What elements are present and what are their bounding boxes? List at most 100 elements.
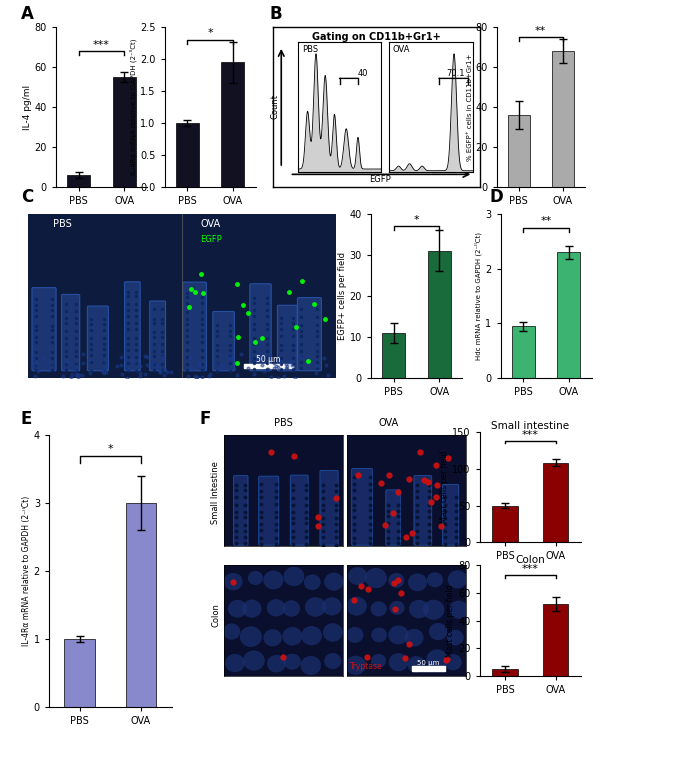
Circle shape: [324, 573, 343, 591]
Bar: [552, 50, 573, 187]
Text: Small Intestine: Small Intestine: [211, 461, 220, 524]
Text: 40: 40: [358, 69, 368, 78]
FancyBboxPatch shape: [442, 484, 458, 545]
Circle shape: [371, 602, 386, 616]
Circle shape: [349, 568, 367, 584]
Bar: [125, 503, 156, 707]
Circle shape: [427, 572, 442, 587]
Circle shape: [444, 655, 461, 670]
FancyBboxPatch shape: [213, 312, 234, 371]
Circle shape: [447, 630, 463, 645]
Circle shape: [346, 597, 367, 615]
Circle shape: [283, 627, 302, 646]
Circle shape: [223, 623, 240, 639]
Y-axis label: Mast cells per field: Mast cells per field: [447, 584, 455, 657]
Circle shape: [228, 600, 246, 617]
Text: PBS: PBS: [52, 219, 71, 229]
Circle shape: [240, 626, 262, 646]
FancyBboxPatch shape: [183, 282, 206, 371]
Bar: [428, 251, 451, 378]
Text: C: C: [21, 189, 34, 206]
Circle shape: [301, 656, 321, 675]
Circle shape: [225, 654, 244, 672]
Bar: [508, 115, 530, 187]
Circle shape: [346, 656, 365, 675]
FancyBboxPatch shape: [250, 283, 271, 371]
Bar: [543, 604, 568, 676]
FancyBboxPatch shape: [414, 476, 432, 545]
Circle shape: [389, 626, 408, 644]
Text: *: *: [207, 28, 213, 38]
FancyBboxPatch shape: [320, 471, 338, 545]
Bar: [67, 175, 90, 187]
FancyBboxPatch shape: [62, 294, 80, 371]
Text: 50 μm: 50 μm: [256, 354, 281, 364]
FancyBboxPatch shape: [88, 306, 108, 371]
Bar: [221, 62, 244, 187]
Y-axis label: Mast cells per field: Mast cells per field: [440, 451, 449, 523]
Circle shape: [325, 653, 341, 668]
Text: EGFP: EGFP: [200, 235, 222, 244]
FancyBboxPatch shape: [234, 475, 248, 545]
Text: *: *: [414, 215, 419, 225]
Circle shape: [410, 600, 428, 618]
Circle shape: [248, 571, 262, 584]
Circle shape: [267, 656, 286, 672]
Circle shape: [305, 597, 326, 617]
FancyBboxPatch shape: [259, 476, 279, 545]
Title: Colon: Colon: [515, 555, 545, 565]
Circle shape: [304, 575, 321, 590]
FancyBboxPatch shape: [298, 298, 321, 371]
Circle shape: [390, 601, 405, 614]
Text: EGFP: EGFP: [370, 175, 391, 184]
Circle shape: [389, 573, 404, 588]
Text: Tryptase: Tryptase: [350, 662, 383, 672]
Bar: [543, 463, 568, 542]
Y-axis label: EGFP+ cells per field: EGFP+ cells per field: [338, 252, 346, 340]
Text: PBS: PBS: [302, 45, 318, 54]
Title: Small intestine: Small intestine: [491, 421, 569, 431]
Bar: [244, 364, 293, 368]
Circle shape: [264, 630, 281, 646]
Text: ***: ***: [522, 565, 539, 575]
Text: ***: ***: [93, 40, 110, 50]
Y-axis label: IL-4Rα mRNA relative to GAPDH (2⁻ᴵᴵCt): IL-4Rα mRNA relative to GAPDH (2⁻ᴵᴵCt): [130, 39, 137, 175]
Bar: [64, 639, 95, 707]
FancyBboxPatch shape: [150, 301, 165, 371]
Text: ***: ***: [522, 429, 539, 440]
Circle shape: [346, 627, 363, 643]
Circle shape: [283, 601, 300, 617]
Circle shape: [284, 654, 300, 669]
Circle shape: [389, 653, 408, 671]
Circle shape: [407, 656, 425, 672]
Circle shape: [242, 600, 261, 617]
FancyBboxPatch shape: [32, 287, 56, 371]
FancyBboxPatch shape: [125, 282, 140, 371]
Bar: [113, 77, 136, 187]
Bar: [412, 666, 445, 671]
Circle shape: [429, 623, 447, 640]
Circle shape: [323, 623, 342, 642]
Bar: [512, 326, 535, 378]
Text: Count: Count: [271, 95, 279, 119]
Y-axis label: IL-4 pg/ml: IL-4 pg/ml: [23, 84, 32, 130]
Y-axis label: % EGFP⁺ cells in CD11b+Gr1+: % EGFP⁺ cells in CD11b+Gr1+: [467, 53, 473, 160]
Text: Colon: Colon: [211, 603, 220, 627]
Circle shape: [408, 574, 427, 591]
Bar: [176, 123, 199, 187]
Bar: [382, 333, 405, 378]
Text: Gating on CD11b+Gr1+: Gating on CD11b+Gr1+: [312, 31, 440, 41]
Circle shape: [371, 654, 386, 668]
FancyBboxPatch shape: [290, 475, 308, 545]
Text: *: *: [107, 444, 113, 454]
Text: OVA: OVA: [379, 419, 398, 429]
Text: E: E: [21, 410, 32, 428]
Text: D: D: [490, 189, 504, 206]
Circle shape: [284, 567, 304, 586]
Circle shape: [423, 600, 444, 620]
Circle shape: [449, 601, 468, 618]
Text: 70.1: 70.1: [447, 69, 465, 78]
Circle shape: [405, 629, 424, 646]
Bar: [557, 252, 580, 378]
Circle shape: [244, 651, 265, 670]
